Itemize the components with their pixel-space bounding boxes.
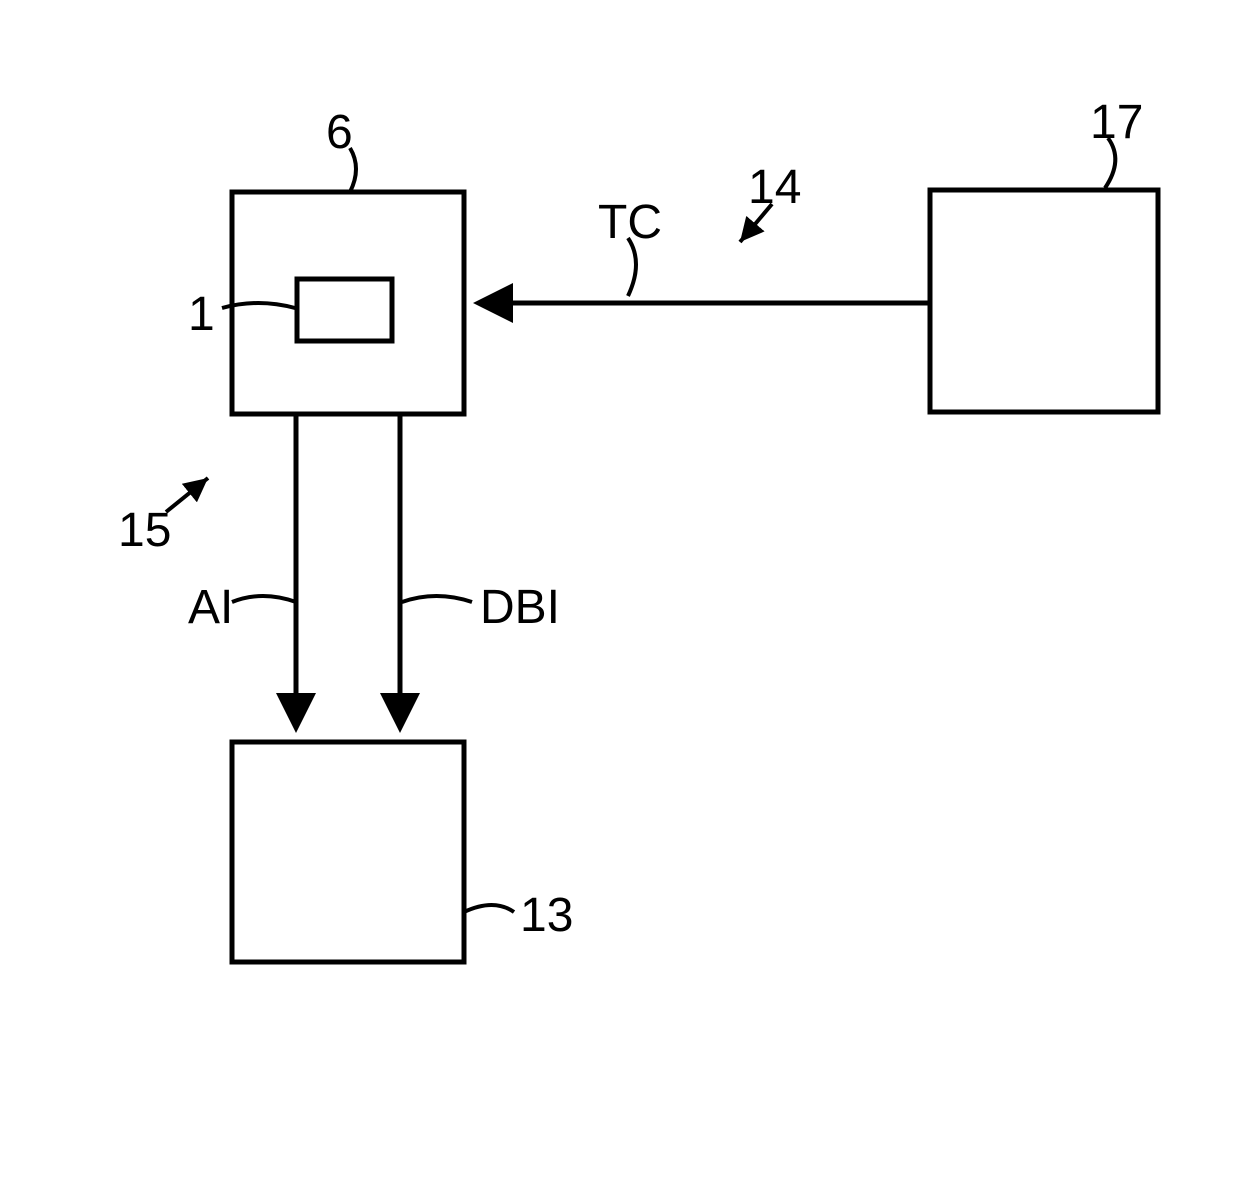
label-13: 13 xyxy=(520,888,573,943)
node-box-17 xyxy=(930,190,1158,412)
label-17: 17 xyxy=(1090,95,1143,150)
label-1: 1 xyxy=(188,287,215,342)
label-6: 6 xyxy=(326,105,353,160)
label-15: 15 xyxy=(118,503,171,558)
label-ai: AI xyxy=(188,580,233,635)
node-box-1 xyxy=(297,279,392,341)
label-dbi: DBI xyxy=(480,580,560,635)
leader-1 xyxy=(222,303,295,308)
leader-ai xyxy=(232,596,296,602)
label-tc: TC xyxy=(598,195,662,250)
leader-13 xyxy=(464,905,514,912)
node-box-13 xyxy=(232,742,464,962)
diagram-svg xyxy=(0,0,1240,1204)
leader-15-arrow xyxy=(166,478,208,512)
leader-dbi xyxy=(402,596,472,602)
label-14: 14 xyxy=(748,160,801,215)
